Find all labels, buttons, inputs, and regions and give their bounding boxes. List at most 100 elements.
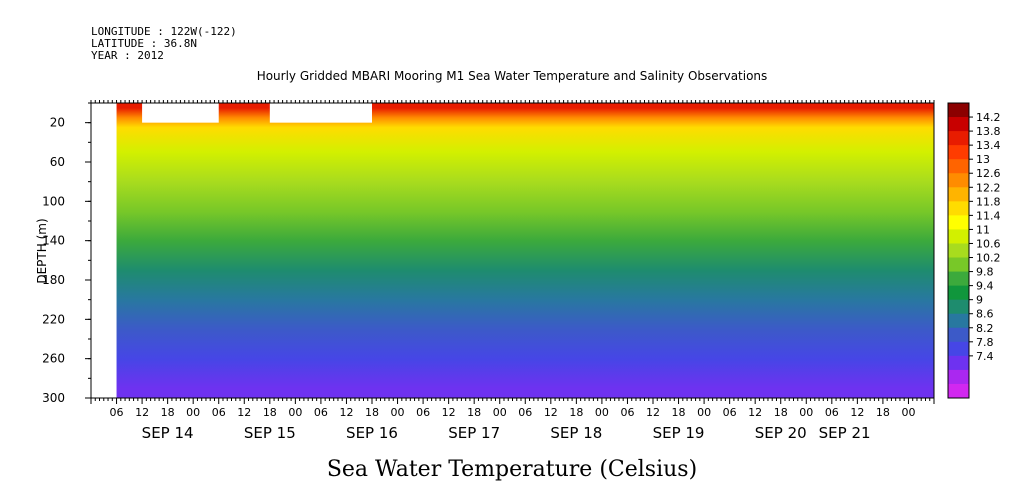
x-hour-label: 00 [595,406,609,419]
x-day-label: SEP 15 [244,424,296,442]
colorbar-swatch [948,299,969,315]
y-tick-label: 20 [50,116,65,130]
y-axis: 20 60 100 140 180 220 260 300 [42,102,91,405]
colorbar-swatch [948,341,969,357]
x-hour-label: 18 [263,406,277,419]
colorbar-label: 11 [976,223,990,236]
colorbar-swatch [948,313,969,329]
x-hour-label: 18 [161,406,175,419]
colorbar-swatch [948,103,969,118]
x-hour-label: 00 [799,406,813,419]
colorbar-label: 9 [976,294,983,307]
colorbar-label: 13.8 [976,125,1001,138]
x-hour-label: 00 [186,406,200,419]
x-hour-label: 06 [110,406,124,419]
colorbar-swatch [948,369,969,385]
x-day-label: SEP 20 [755,424,807,442]
x-hour-label: 12 [237,406,251,419]
colorbar-swatch [948,383,969,399]
missing-data-region [142,103,219,123]
x-day-label: SEP 17 [448,424,500,442]
variable-title: Sea Water Temperature (Celsius) [327,457,697,482]
x-hour-label: 00 [901,406,915,419]
colorbar-swatch [948,201,969,216]
missing-data-region [91,103,117,398]
x-hour-label: 06 [212,406,226,419]
x-hour-label: 18 [876,406,890,419]
colorbar-swatch [948,145,969,160]
longitude-label: LONGITUDE : 122W(-122) [91,25,237,38]
x-hour-label: 00 [288,406,302,419]
colorbar-frame [947,102,970,399]
colorbar-swatch [948,271,969,287]
y-tick-label: 180 [42,273,65,287]
x-hour-label: 18 [467,406,481,419]
x-day-label: SEP 14 [142,424,194,442]
x-hour-label: 18 [365,406,379,419]
x-hour-label: 12 [442,406,456,419]
x-hour-label: 12 [339,406,353,419]
x-hour-label: 12 [748,406,762,419]
y-tick-label: 300 [42,391,65,405]
x-hour-label: 06 [723,406,737,419]
chart-title: Hourly Gridded MBARI Mooring M1 Sea Wate… [257,69,768,83]
colorbar-label: 10.2 [976,252,1001,265]
colorbar-label: 12.6 [976,167,1001,180]
colorbar-label: 13.4 [976,139,1001,152]
temperature-field [91,103,934,398]
colorbar-swatch [948,159,969,174]
x-hour-label: 00 [697,406,711,419]
colorbar-label: 9.4 [976,280,994,293]
y-tick-label: 60 [50,155,65,169]
colorbar-label: 11.4 [976,209,1001,222]
y-tick-label: 220 [42,312,65,326]
x-day-label: SEP 16 [346,424,398,442]
colorbar-swatch [948,243,969,259]
colorbar-swatch [948,257,969,273]
x-day-label: SEP 18 [550,424,602,442]
x-hour-label: 06 [620,406,634,419]
colorbar-label: 10.6 [976,237,1001,250]
x-hour-label: 00 [493,406,507,419]
colorbar-swatch [948,229,969,244]
x-day-label: SEP 21 [819,424,871,442]
x-hour-label: 06 [518,406,532,419]
colorbar-label: 8.2 [976,322,994,335]
colorbar-swatch [948,355,969,371]
x-hour-label: 12 [850,406,864,419]
missing-data-region [269,103,372,123]
x-hour-label: 18 [569,406,583,419]
colorbar-label: 12.2 [976,181,1001,194]
y-tick-label: 100 [42,194,65,208]
x-hour-label: 06 [314,406,328,419]
colorbar-label: 11.8 [976,195,1001,208]
x-hour-label: 06 [416,406,430,419]
colorbar-swatch [948,215,969,230]
x-axis: 06 12 18 00 06 12 18 00 06 12 18 00 06 12 18 00 06 12 18 00… [90,100,935,442]
x-hour-label: 12 [135,406,149,419]
year-label: YEAR : 2012 [91,49,164,62]
x-hour-label: 18 [672,406,686,419]
colorbar-label: 13 [976,153,990,166]
y-tick-label: 260 [42,352,65,366]
x-day-label: SEP 19 [653,424,705,442]
colorbar-label: 14.2 [976,111,1001,124]
colorbar-swatch [948,131,969,146]
x-hour-label: 00 [391,406,405,419]
colorbar-swatch [948,285,969,301]
x-hour-label: 12 [544,406,558,419]
colorbar-label: 7.8 [976,336,994,349]
colorbar-swatch [948,173,969,188]
x-hour-label: 06 [825,406,839,419]
x-hour-label: 18 [774,406,788,419]
colorbar-swatch [948,187,969,202]
colorbar-swatch [948,327,969,343]
colorbar-swatch [948,117,969,132]
plot-area [91,103,934,398]
y-axis-label: DEPTH (m) [35,218,49,283]
y-tick-label: 140 [42,234,65,248]
x-hour-label: 12 [646,406,660,419]
latitude-label: LATITUDE : 36.8N [91,37,197,50]
